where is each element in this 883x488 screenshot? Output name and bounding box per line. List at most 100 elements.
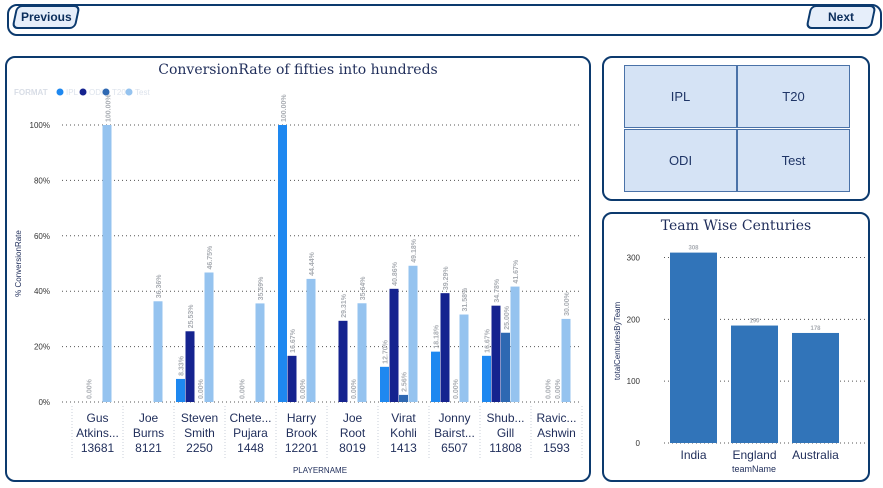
y-tick-label: 100% (30, 121, 50, 130)
team-y-tick-label: 200 (627, 315, 641, 324)
bar-test (408, 265, 418, 402)
legend-label-test: Test (135, 88, 150, 97)
team-x-axis-label: teamName (732, 464, 776, 474)
bar-test (153, 301, 163, 402)
data-label-t20: 25.00% (504, 305, 511, 330)
x-category-label: Gill (497, 426, 514, 440)
legend-marker-ipl (56, 88, 64, 96)
x-category-label: Gus (86, 411, 108, 425)
bar-ipl (176, 378, 185, 402)
legend-marker-t20 (102, 88, 110, 96)
top-nav-bar (7, 4, 882, 36)
bar-test (561, 318, 571, 402)
data-label-ipl: 12.70% (383, 339, 390, 364)
bar-odi (389, 288, 399, 402)
data-label-test: 31.58% (462, 287, 469, 312)
x-axis-label: PLAYERNAME (293, 466, 347, 475)
previous-button[interactable]: Previous (11, 5, 81, 29)
x-category-label: Chete... (229, 411, 271, 425)
x-category-label: Atkins... (76, 426, 119, 440)
x-category-label: Root (340, 426, 366, 440)
data-label-odi: 0.00% (545, 378, 552, 399)
format-slicer-panel: IPL T20 ODI Test (602, 56, 870, 201)
x-category-label: Smith (184, 426, 215, 440)
team-y-tick-label: 100 (627, 377, 641, 386)
bar-ipl (431, 351, 440, 402)
data-label-odi: 39.29% (443, 266, 450, 291)
data-label-test: 44.44% (309, 251, 316, 276)
slicer-button-test[interactable]: Test (737, 129, 850, 192)
y-tick-label: 40% (34, 287, 50, 296)
data-label-odi: 29.31% (341, 293, 348, 318)
x-category-label: 13681 (81, 441, 115, 455)
team-data-label: 308 (688, 246, 699, 252)
x-category-label: Shub... (486, 411, 524, 425)
team-data-label: 178 (810, 326, 821, 332)
legend-marker-odi (79, 88, 87, 96)
slicer-button-t20[interactable]: T20 (737, 65, 850, 128)
team-centuries-chart: 0 100 200 300 totalCenturiesByTeam 308 India 19… (613, 246, 866, 474)
x-category-label: Jonny (438, 411, 470, 425)
legend-marker-test (125, 88, 133, 96)
team-y-axis-label: totalCenturiesByTeam (613, 302, 622, 381)
data-label-test: 100.00% (105, 94, 112, 122)
conversion-chart-panel: ConversionRate of fifties into hundreds … (5, 56, 591, 482)
team-y-tick-label: 0 (636, 439, 641, 448)
slicer-button-ipl[interactable]: IPL (624, 65, 737, 128)
bar-test (204, 272, 214, 402)
bar-t20 (501, 332, 510, 402)
team-bar (670, 252, 717, 443)
x-category-label: 2250 (186, 441, 213, 455)
bar-test (357, 303, 367, 402)
x-category-label: Joe (139, 411, 159, 425)
data-label-ipl: 16.67% (485, 328, 492, 353)
next-button-label: Next (827, 10, 854, 24)
x-category-label: Burns (133, 426, 164, 440)
y-tick-label: 60% (34, 232, 50, 241)
data-label-t20: 0.00% (198, 378, 205, 399)
x-category-label: 8121 (135, 441, 162, 455)
data-label-test: 36.36% (156, 274, 163, 299)
team-bar (792, 332, 839, 443)
bar-ipl (278, 125, 287, 402)
data-label-ipl: 100.00% (281, 94, 288, 122)
data-label-ipl: 8.33% (179, 355, 186, 376)
y-axis-label: % ConversionRate (14, 230, 23, 297)
legend-label-ipl: IPL (66, 88, 79, 97)
bar-ipl (380, 366, 389, 402)
x-category-label: 6507 (441, 441, 468, 455)
x-category-label: Ravic... (536, 411, 576, 425)
team-bar (731, 325, 778, 443)
next-button[interactable]: Next (805, 5, 877, 29)
y-tick-label: 20% (34, 343, 50, 352)
x-category-label: Kohli (390, 426, 417, 440)
team-data-label: 190 (749, 319, 760, 325)
data-label-t20: 0.00% (351, 378, 358, 399)
x-category-label: Harry (287, 411, 316, 425)
bar-test (306, 278, 316, 402)
bar-odi (287, 355, 297, 402)
slicer-button-odi[interactable]: ODI (624, 129, 737, 192)
data-label-test: 41.67% (513, 259, 520, 284)
data-label-odi: 0.00% (239, 378, 246, 399)
data-label-ipl: 18.18% (434, 324, 441, 349)
x-category-label: 8019 (339, 441, 366, 455)
data-label-test: 30.00% (564, 291, 571, 316)
data-label-test: 35.59% (258, 276, 265, 301)
x-category-label: Brook (286, 426, 318, 440)
data-label-odi: 34.78% (494, 278, 501, 303)
bar-odi (338, 320, 348, 402)
team-centuries-panel: Team Wise Centuries 0 100 200 300 totalCentu… (602, 212, 870, 482)
y-tick-label: 80% (34, 176, 50, 185)
data-label-t20: 0.00% (555, 378, 562, 399)
bar-odi (185, 331, 195, 402)
data-label-odi: 0.00% (86, 378, 93, 399)
x-category-label: 12201 (285, 441, 319, 455)
x-category-label: Bairst... (434, 426, 475, 440)
x-category-label: 1593 (543, 441, 570, 455)
conversion-chart: FORMAT IPL ODI T20 Test 0% 20% 40% 60% 80% 100% % C… (14, 88, 583, 475)
data-label-test: 35.64% (360, 276, 367, 301)
team-x-category-label: England (732, 448, 776, 462)
y-tick-label: 0% (38, 398, 50, 407)
legend-title: FORMAT (14, 88, 48, 97)
